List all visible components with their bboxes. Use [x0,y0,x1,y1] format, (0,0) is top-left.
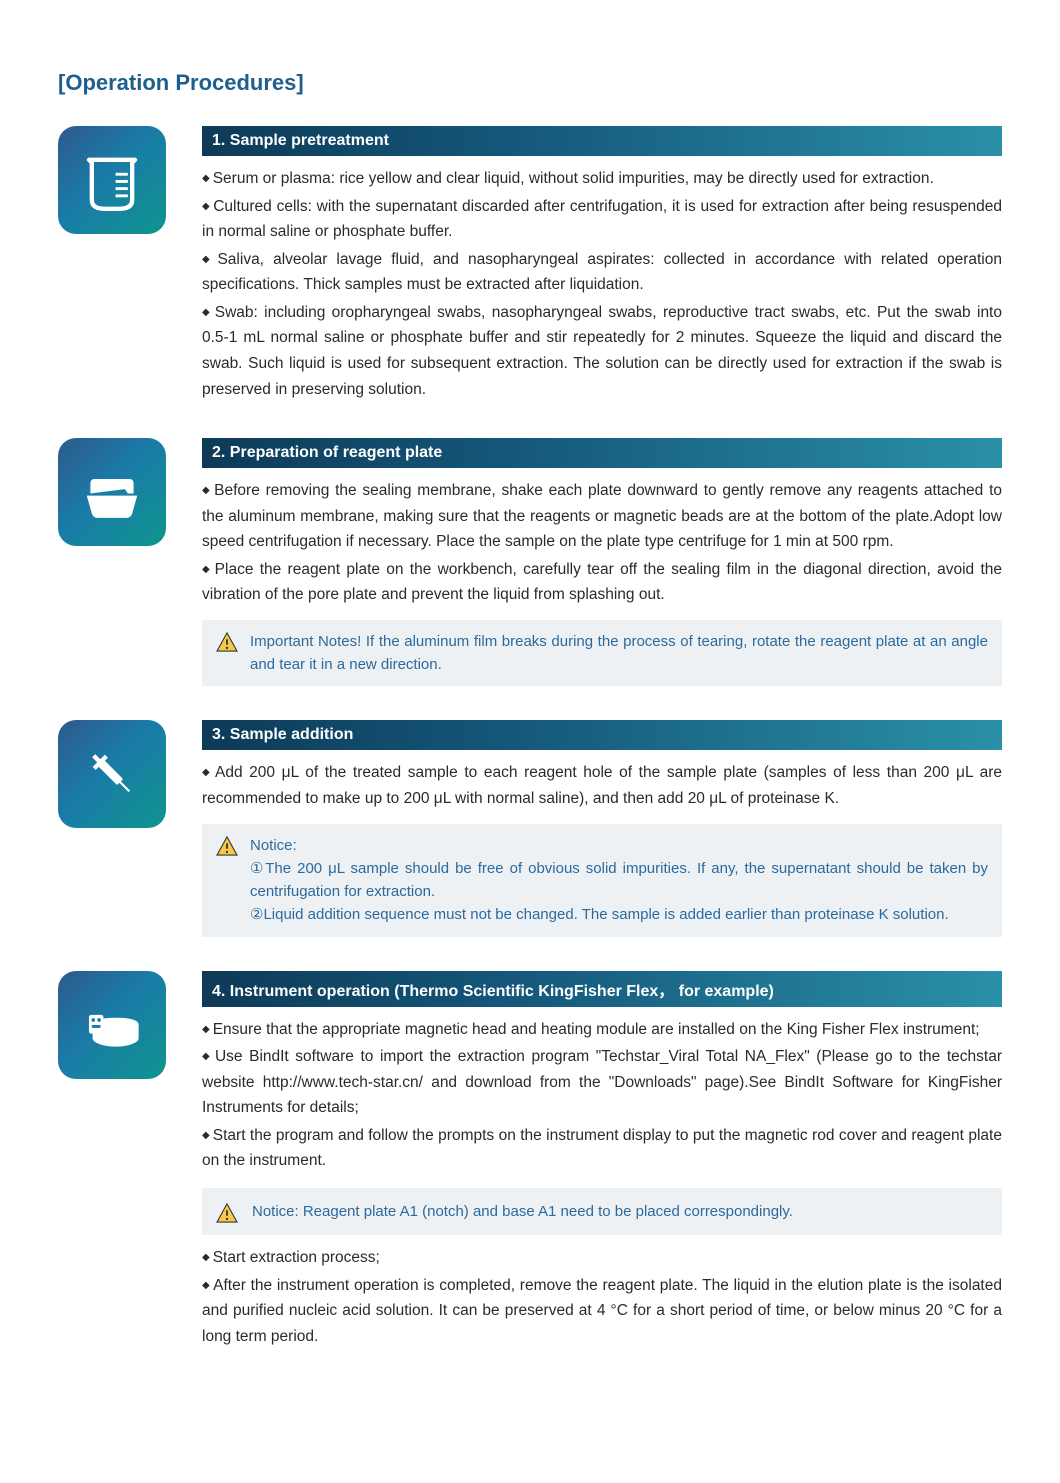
syringe-icon [58,720,166,828]
warning-icon [216,836,238,856]
bullet: Start the program and follow the prompts… [202,1123,1002,1174]
bullet: Serum or plasma: rice yellow and clear l… [202,166,1002,192]
section-header: 4. Instrument operation (Thermo Scientif… [202,971,1002,1007]
bullet: Place the reagent plate on the workbench… [202,557,1002,608]
notice-text: Notice: Reagent plate A1 (notch) and bas… [252,1200,793,1223]
notice-item: ①The 200 μL sample should be free of obv… [250,857,988,904]
section-header: 3. Sample addition [202,720,1002,750]
plate-icon [58,438,166,546]
warning-icon [216,1203,238,1223]
section-sample-pretreatment: 1. Sample pretreatment Serum or plasma: … [58,126,1002,404]
notice-box: Notice: Reagent plate A1 (notch) and bas… [202,1188,1002,1235]
bullet: Swab: including oropharyngeal swabs, nas… [202,300,1002,402]
bullet: Cultured cells: with the supernatant dis… [202,194,1002,245]
section-header: 1. Sample pretreatment [202,126,1002,156]
beaker-icon [58,126,166,234]
bullet: Add 200 μL of the treated sample to each… [202,760,1002,811]
section-sample-addition: 3. Sample addition Add 200 μL of the tre… [58,720,1002,936]
section-reagent-plate: 2. Preparation of reagent plate Before r… [58,438,1002,686]
notice-title: Notice: [250,834,988,857]
warning-icon [216,632,238,652]
bullet: After the instrument operation is comple… [202,1273,1002,1350]
notice-box: Notice: ①The 200 μL sample should be fre… [202,824,1002,937]
instrument-icon [58,971,166,1079]
notice-box: Important Notes! If the aluminum film br… [202,620,1002,687]
bullet: Ensure that the appropriate magnetic hea… [202,1017,1002,1043]
section-header: 2. Preparation of reagent plate [202,438,1002,468]
page-title: [Operation Procedures] [58,70,1002,96]
bullet: Start extraction process; [202,1245,1002,1271]
bullet: Before removing the sealing membrane, sh… [202,478,1002,555]
notice-item: ②Liquid addition sequence must not be ch… [250,903,988,926]
bullet: Saliva, alveolar lavage fluid, and nasop… [202,247,1002,298]
bullet: Use BindIt software to import the extrac… [202,1044,1002,1121]
section-instrument-operation: 4. Instrument operation (Thermo Scientif… [58,971,1002,1352]
notice-text: Important Notes! If the aluminum film br… [250,630,988,677]
